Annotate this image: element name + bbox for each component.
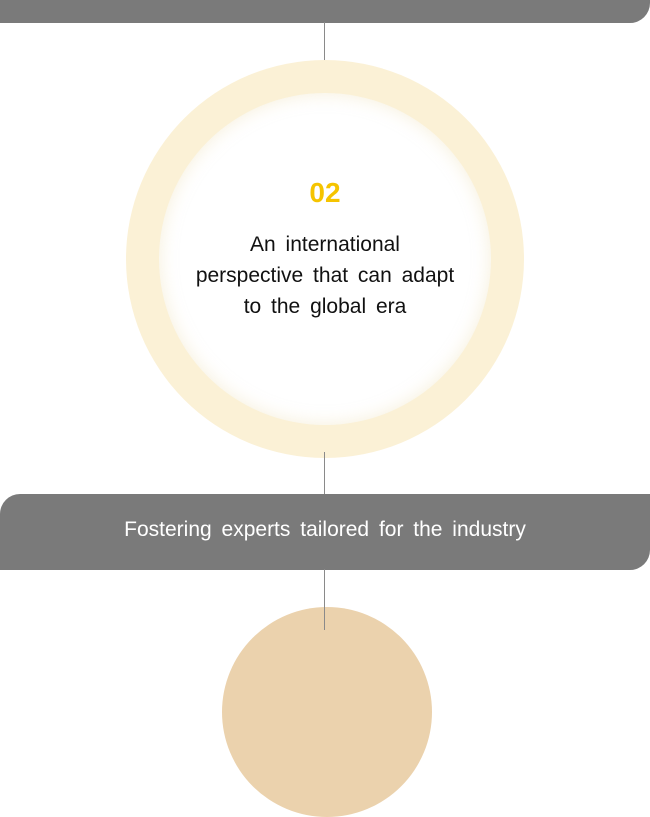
step-description-line: An international — [250, 233, 400, 256]
banner-bar: Fostering experts tailored for the indus… — [0, 494, 650, 570]
connector-line-bottom — [324, 569, 325, 630]
step-number: 02 — [309, 177, 341, 208]
connector-line-middle — [324, 452, 325, 496]
step-description-line: perspective that can adapt — [195, 264, 455, 287]
banner-label: Fostering experts tailored for the indus… — [124, 518, 526, 541]
step-card: 02 An international perspective that can… — [159, 93, 491, 425]
top-banner-bar — [0, 0, 650, 23]
step-ring-inner — [159, 93, 491, 425]
connector-line-top — [324, 22, 325, 66]
next-step-circle — [222, 607, 432, 817]
step-description-line: to the global era — [243, 295, 407, 318]
step-description: An international perspective that can ad… — [159, 229, 491, 322]
